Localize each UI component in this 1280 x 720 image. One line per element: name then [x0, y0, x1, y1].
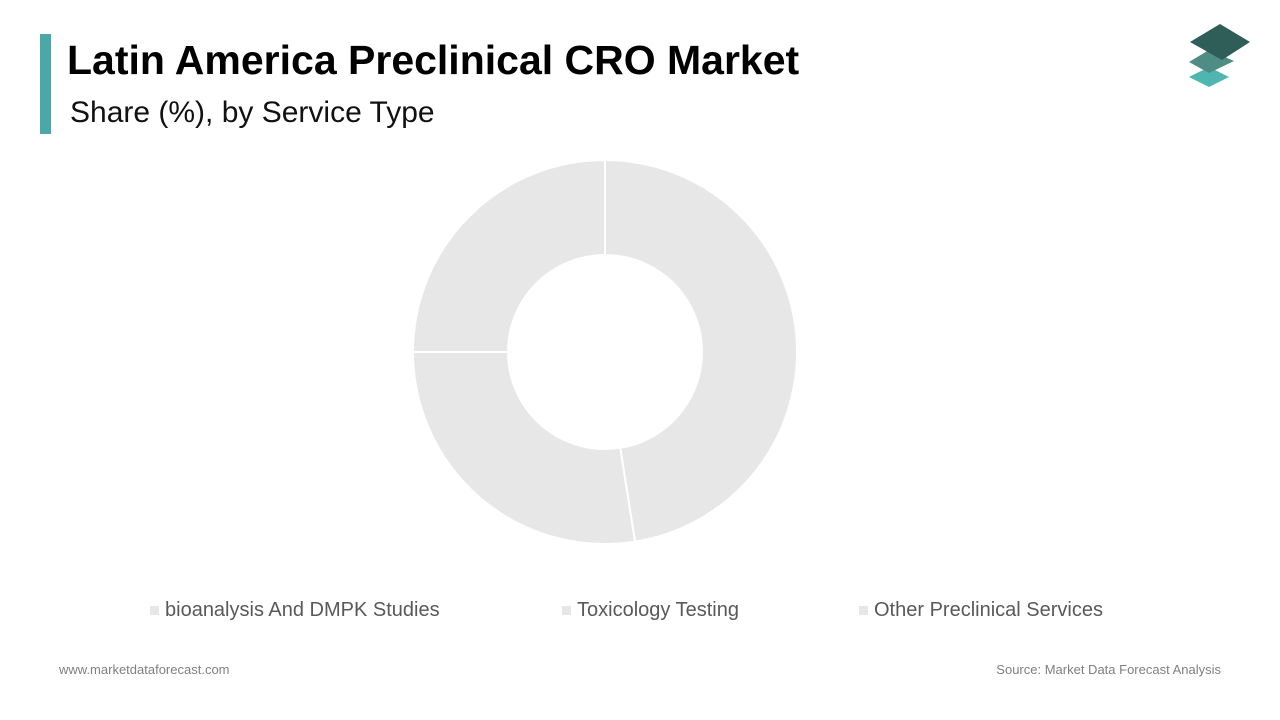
donut-slice-3	[411, 158, 606, 353]
legend-item: Other Preclinical Services	[859, 597, 1103, 623]
legend-item: bioanalysis And DMPK Studies	[150, 597, 440, 623]
legend-label: Toxicology Testing	[577, 598, 739, 621]
legend-label: bioanalysis And DMPK Studies	[165, 598, 440, 621]
donut-slices	[411, 158, 798, 545]
donut-slice-2	[411, 351, 637, 545]
footer-source: Source: Market Data Forecast Analysis	[996, 662, 1221, 677]
stacked-layers-icon	[1189, 24, 1250, 87]
chart-subtitle: Share (%), by Service Type	[70, 96, 435, 129]
logo-layer-middle	[1189, 50, 1234, 73]
logo-layer-bottom	[1189, 67, 1229, 87]
logo-layer-top	[1190, 24, 1250, 60]
legend-swatch	[859, 605, 868, 615]
title-accent-bar	[40, 34, 51, 134]
chart-title: Latin America Preclinical CRO Market	[67, 37, 800, 83]
footer-website: www.marketdataforecast.com	[59, 662, 230, 677]
legend-swatch	[562, 605, 571, 615]
legend-item: Toxicology Testing	[562, 597, 739, 623]
legend-swatch	[150, 605, 159, 615]
donut-slice-1	[604, 158, 798, 543]
legend-label: Other Preclinical Services	[874, 598, 1103, 621]
